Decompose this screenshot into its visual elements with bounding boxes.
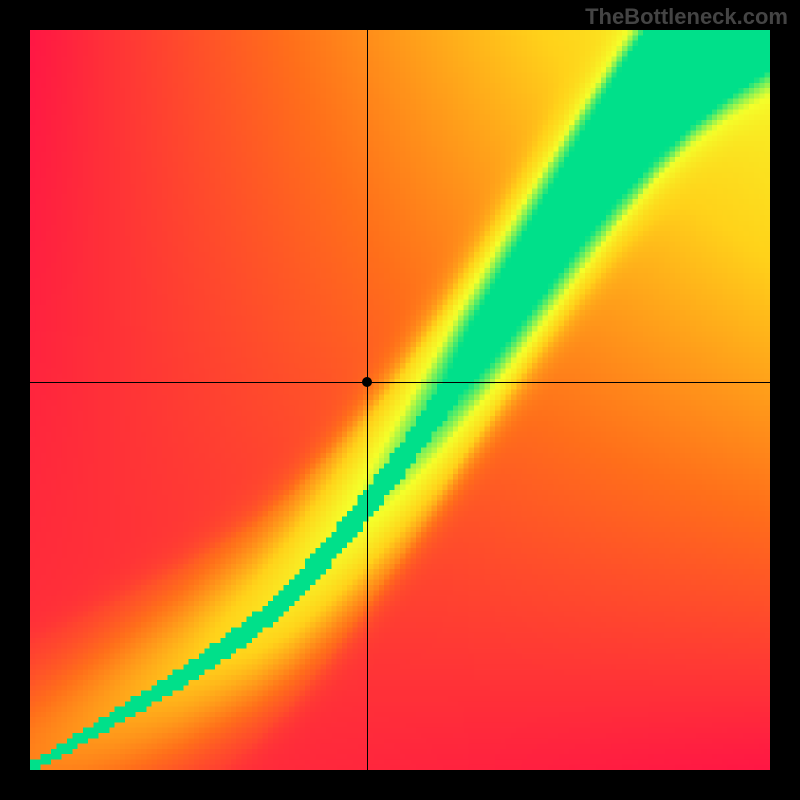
heatmap-canvas <box>30 30 770 770</box>
crosshair-vertical <box>367 30 368 770</box>
crosshair-horizontal <box>30 382 770 383</box>
watermark-label: TheBottleneck.com <box>585 4 788 30</box>
crosshair-marker <box>362 377 372 387</box>
heatmap-chart <box>30 30 770 770</box>
